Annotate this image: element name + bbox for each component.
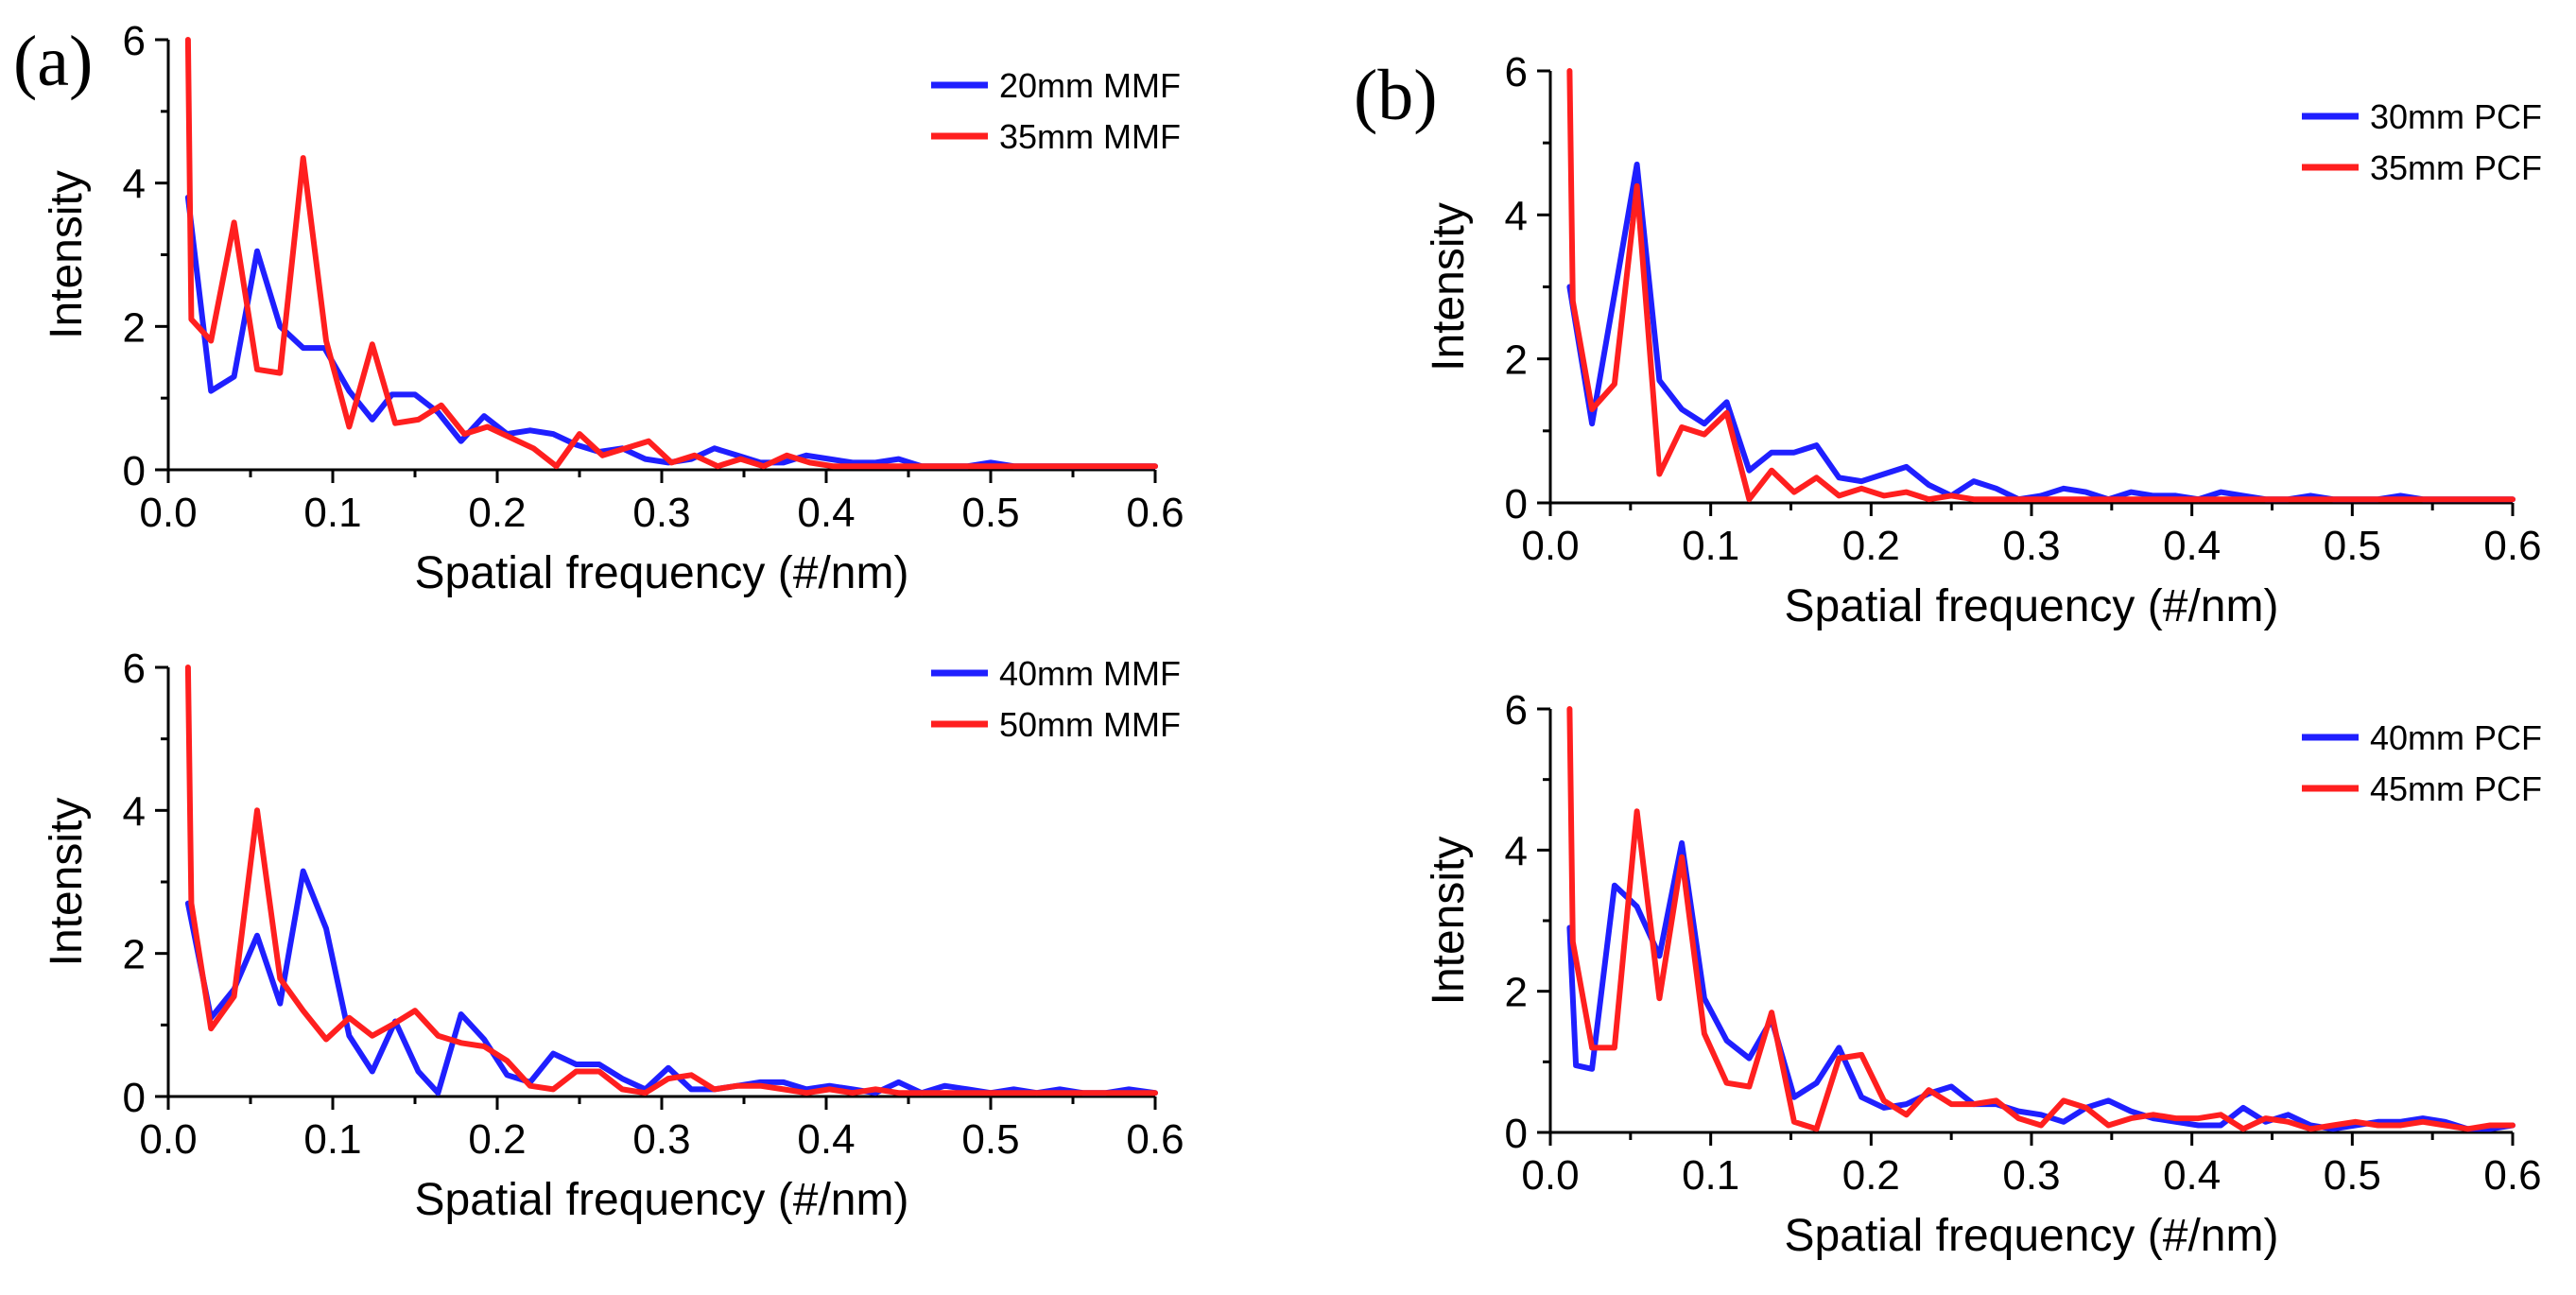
x-tick-label: 0.4 bbox=[2163, 523, 2221, 569]
chart-1: 0.0 0.1 0.2 0.3 0.4 0.5 0.6 0 2 4 6 Spatial frequen… bbox=[42, 18, 1184, 598]
y-tick-label: 0 bbox=[1505, 481, 1528, 527]
x-tick-label: 0.2 bbox=[468, 490, 526, 536]
y-tick-label: 0 bbox=[123, 1075, 146, 1121]
y-tick-label: 2 bbox=[123, 304, 146, 351]
x-axis-label: Spatial frequency (#/nm) bbox=[415, 1175, 909, 1225]
x-tick-label: 0.4 bbox=[797, 490, 855, 536]
x-tick-label: 0.5 bbox=[961, 490, 1019, 536]
legend-entry-1: 30mm PCF bbox=[2370, 97, 2542, 136]
y-axis-label: Intensity bbox=[42, 798, 92, 967]
legend-entry-1: 40mm MMF bbox=[999, 654, 1181, 693]
x-axis-label: Spatial frequency (#/nm) bbox=[1785, 581, 2279, 631]
y-axis-label: Intensity bbox=[1424, 837, 1474, 1006]
x-tick-label: 0.3 bbox=[632, 1116, 690, 1163]
x-tick-label: 0.0 bbox=[139, 490, 197, 536]
y-tick-label: 2 bbox=[1505, 970, 1528, 1016]
y-tick-label: 0 bbox=[1505, 1111, 1528, 1157]
x-tick-label: 0.0 bbox=[1521, 1152, 1579, 1199]
series-line-2 bbox=[184, 37, 1158, 470]
y-tick-label: 6 bbox=[1505, 687, 1528, 734]
y-tick-label: 2 bbox=[1505, 337, 1528, 384]
y-tick-label: 6 bbox=[123, 646, 146, 692]
series-line-2 bbox=[1566, 68, 2515, 503]
series-line-2 bbox=[184, 665, 1158, 1096]
legend-entry-2: 45mm PCF bbox=[2370, 769, 2542, 808]
series-line-1 bbox=[184, 194, 1158, 470]
y-tick-label: 4 bbox=[123, 162, 146, 208]
x-tick-label: 0.1 bbox=[1682, 1152, 1739, 1199]
y-axis-label: Intensity bbox=[42, 170, 92, 339]
legend-entry-2: 50mm MMF bbox=[999, 705, 1181, 744]
x-tick-label: 0.6 bbox=[1126, 490, 1184, 536]
y-tick-label: 6 bbox=[123, 18, 146, 64]
x-tick-label: 0.3 bbox=[2002, 1152, 2060, 1199]
legend-entry-1: 40mm PCF bbox=[2370, 718, 2542, 757]
y-tick-label: 0 bbox=[123, 448, 146, 494]
y-axis-label: Intensity bbox=[1424, 202, 1474, 371]
y-tick-label: 2 bbox=[123, 932, 146, 978]
y-tick-label: 4 bbox=[123, 788, 146, 835]
legend-entry-1: 20mm MMF bbox=[999, 66, 1181, 105]
x-tick-label: 0.2 bbox=[1842, 523, 1900, 569]
x-tick-label: 0.6 bbox=[1126, 1116, 1184, 1163]
x-tick-label: 0.6 bbox=[2483, 523, 2541, 569]
x-tick-label: 0.4 bbox=[2163, 1152, 2221, 1199]
chart-4: 0.0 0.1 0.2 0.3 0.4 0.5 0.6 0 2 4 6 Spatial frequen… bbox=[1424, 687, 2542, 1261]
y-tick-label: 4 bbox=[1505, 193, 1528, 239]
panel-label-a: (a) bbox=[13, 22, 93, 101]
charts-container: 0.0 0.1 0.2 0.3 0.4 0.5 0.6 0 2 4 6 Spatial frequen… bbox=[42, 18, 2542, 1261]
x-axis-label: Spatial frequency (#/nm) bbox=[415, 548, 909, 598]
x-tick-label: 0.0 bbox=[139, 1116, 197, 1163]
series-line-1 bbox=[1566, 162, 2515, 503]
x-tick-label: 0.2 bbox=[468, 1116, 526, 1163]
chart-3: 0.0 0.1 0.2 0.3 0.4 0.5 0.6 0 2 4 6 Spatial frequen… bbox=[1424, 49, 2542, 631]
panel-label-b: (b) bbox=[1354, 56, 1438, 135]
x-axis-label: Spatial frequency (#/nm) bbox=[1785, 1211, 2279, 1261]
x-tick-label: 0.2 bbox=[1842, 1152, 1900, 1199]
x-tick-label: 0.6 bbox=[2483, 1152, 2541, 1199]
x-tick-label: 0.3 bbox=[2002, 523, 2060, 569]
x-tick-label: 0.1 bbox=[303, 1116, 361, 1163]
x-tick-label: 0.5 bbox=[2324, 1152, 2381, 1199]
legend-entry-2: 35mm MMF bbox=[999, 117, 1181, 156]
x-tick-label: 0.5 bbox=[2324, 523, 2381, 569]
y-tick-label: 4 bbox=[1505, 828, 1528, 874]
series-line-2 bbox=[1566, 706, 2515, 1132]
x-tick-label: 0.1 bbox=[1682, 523, 1739, 569]
series-line-1 bbox=[184, 868, 1158, 1096]
x-tick-label: 0.0 bbox=[1521, 523, 1579, 569]
x-tick-label: 0.1 bbox=[303, 490, 361, 536]
legend-entry-2: 35mm PCF bbox=[2370, 148, 2542, 187]
y-tick-label: 6 bbox=[1505, 49, 1528, 95]
x-tick-label: 0.4 bbox=[797, 1116, 855, 1163]
x-tick-label: 0.5 bbox=[961, 1116, 1019, 1163]
chart-2: 0.0 0.1 0.2 0.3 0.4 0.5 0.6 0 2 4 6 Spatial frequen… bbox=[42, 646, 1184, 1225]
x-tick-label: 0.3 bbox=[632, 490, 690, 536]
series-line-1 bbox=[1566, 839, 2515, 1132]
